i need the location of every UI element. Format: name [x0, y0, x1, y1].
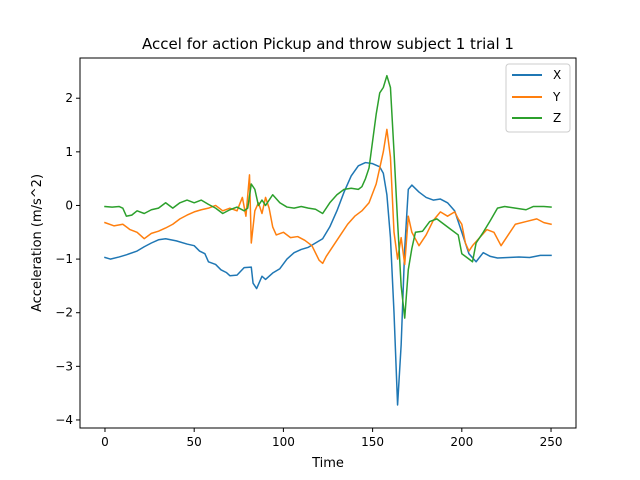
legend-label-z: Z: [553, 111, 561, 125]
chart-title: Accel for action Pickup and throw subjec…: [142, 35, 514, 53]
y-tick-label: 0: [65, 198, 73, 212]
series-line-y: [104, 128, 552, 266]
x-tick-label: 250: [540, 435, 563, 449]
x-tick-label: 200: [450, 435, 473, 449]
plot-area-frame: [79, 57, 577, 429]
y-axis-label: Acceleration (m/s^2): [30, 174, 45, 312]
legend: X Y Z: [505, 63, 571, 133]
series-layer: [104, 74, 552, 406]
x-tick-label: 100: [272, 435, 295, 449]
y-axis-ticks: −4 −3 −2 −1 0 1 2: [55, 91, 80, 427]
x-axis-label: Time: [311, 456, 344, 471]
x-tick-label: 50: [187, 435, 202, 449]
x-tick-label: 0: [101, 435, 109, 449]
series-line-z: [104, 74, 552, 319]
y-tick-label: 2: [65, 91, 73, 105]
y-tick-label: −3: [55, 359, 73, 373]
x-tick-label: 150: [361, 435, 384, 449]
y-tick-label: −4: [55, 413, 73, 427]
y-tick-label: −2: [55, 306, 73, 320]
legend-label-y: Y: [552, 90, 561, 104]
series-line-x: [104, 161, 552, 406]
x-axis-ticks: 0 50 100 150 200 250: [101, 428, 562, 449]
legend-label-x: X: [553, 68, 561, 82]
y-tick-label: −1: [55, 252, 73, 266]
y-tick-label: 1: [65, 145, 73, 159]
